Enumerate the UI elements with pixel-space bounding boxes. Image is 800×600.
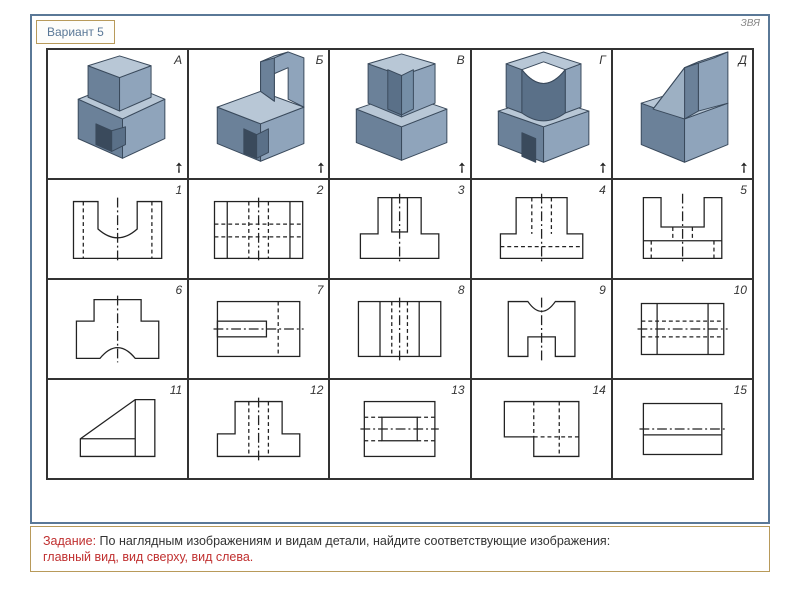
iso-cell-d: Д ➚ <box>612 49 753 179</box>
cell-label: 12 <box>310 383 323 397</box>
task-text-1: По наглядным изображениям и видам детали… <box>96 534 610 548</box>
task-instruction: Задание: По наглядным изображениям и вид… <box>30 526 770 573</box>
cell-label: 9 <box>599 283 606 297</box>
cell-label: 6 <box>176 283 183 297</box>
ortho-view-15 <box>613 380 752 478</box>
view-cell-11: 11 <box>47 379 188 479</box>
ortho-view-4 <box>472 180 611 278</box>
iso-drawing-g <box>472 50 611 178</box>
iso-drawing-a <box>48 50 187 178</box>
variant-label: Вариант 5 <box>47 25 104 39</box>
iso-drawing-d <box>613 50 752 178</box>
view-cell-8: 8 <box>329 279 470 379</box>
view-cell-12: 12 <box>188 379 329 479</box>
view-cell-13: 13 <box>329 379 470 479</box>
view-cell-4: 4 <box>471 179 612 279</box>
ortho-view-1 <box>48 180 187 278</box>
task-label: Задание: <box>43 534 96 548</box>
corner-label: ЗВЯ <box>741 18 760 29</box>
cell-label: 7 <box>317 283 324 297</box>
view-cell-15: 15 <box>612 379 753 479</box>
view-cell-2: 2 <box>188 179 329 279</box>
view-cell-14: 14 <box>471 379 612 479</box>
ortho-view-12 <box>189 380 328 478</box>
cell-label: 2 <box>317 183 324 197</box>
task-text-2: главный вид, вид сверху, вид слева. <box>43 550 253 564</box>
view-cell-10: 10 <box>612 279 753 379</box>
drawing-grid: А ➚ Б <box>46 48 754 480</box>
view-cell-3: 3 <box>329 179 470 279</box>
cell-label: 3 <box>458 183 465 197</box>
ortho-view-7 <box>189 280 328 378</box>
cell-label: 8 <box>458 283 465 297</box>
cell-label: 15 <box>734 383 747 397</box>
cell-label: В <box>457 53 465 67</box>
ortho-view-6 <box>48 280 187 378</box>
ortho-view-2 <box>189 180 328 278</box>
ortho-view-13 <box>330 380 469 478</box>
ortho-view-9 <box>472 280 611 378</box>
view-cell-7: 7 <box>188 279 329 379</box>
ortho-view-5 <box>613 180 752 278</box>
view-cell-5: 5 <box>612 179 753 279</box>
ortho-view-11 <box>48 380 187 478</box>
ortho-view-3 <box>330 180 469 278</box>
iso-cell-g: Г ➚ <box>471 49 612 179</box>
cell-label: 5 <box>740 183 747 197</box>
variant-badge: Вариант 5 <box>36 20 115 44</box>
ortho-view-14 <box>472 380 611 478</box>
cell-label: Б <box>316 53 324 67</box>
cell-label: Г <box>599 53 606 67</box>
ortho-view-8 <box>330 280 469 378</box>
iso-cell-v: В ➚ <box>329 49 470 179</box>
view-cell-9: 9 <box>471 279 612 379</box>
cell-label: 4 <box>599 183 606 197</box>
iso-drawing-v <box>330 50 469 178</box>
cell-label: 13 <box>451 383 464 397</box>
cell-label: А <box>174 53 182 67</box>
cell-label: 1 <box>176 183 183 197</box>
view-cell-1: 1 <box>47 179 188 279</box>
iso-cell-b: Б ➚ <box>188 49 329 179</box>
cell-label: Д <box>739 53 747 67</box>
view-cell-6: 6 <box>47 279 188 379</box>
ortho-view-10 <box>613 280 752 378</box>
cell-label: 14 <box>592 383 605 397</box>
cell-label: 11 <box>170 383 182 397</box>
iso-cell-a: А ➚ <box>47 49 188 179</box>
cell-label: 10 <box>734 283 747 297</box>
iso-drawing-b <box>189 50 328 178</box>
